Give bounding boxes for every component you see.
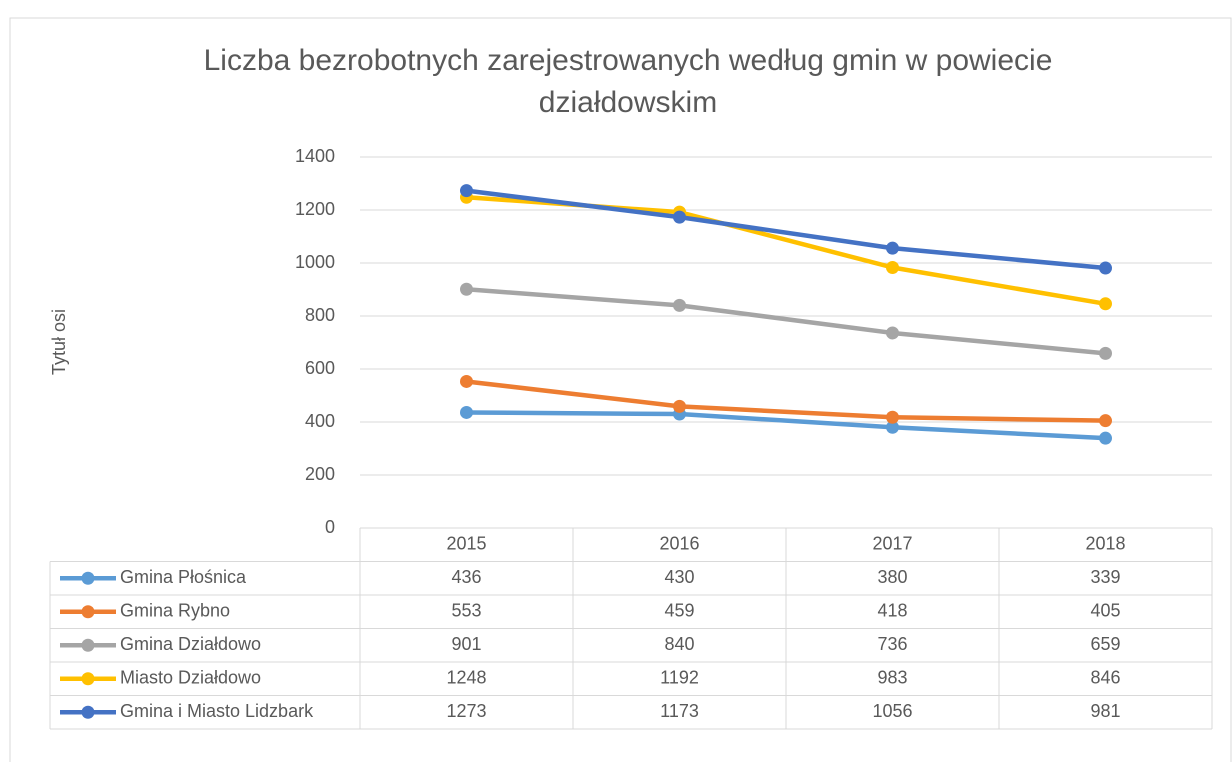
table-value: 1173	[660, 701, 699, 721]
point-marker	[1099, 297, 1112, 311]
y-tick-label: 0	[325, 517, 335, 537]
point-marker	[886, 326, 899, 340]
table-value: 1056	[872, 701, 912, 721]
x-tick-label: 2016	[659, 534, 699, 554]
x-tick-label: 2017	[872, 534, 912, 554]
point-marker	[460, 282, 473, 296]
point-marker	[886, 261, 899, 275]
table-value: 736	[877, 634, 907, 654]
legend-label: Gmina Rybno	[120, 601, 230, 621]
table-value: 1273	[446, 701, 486, 721]
chart-title: Liczba bezrobotnych zarejestrowanych wed…	[204, 44, 1053, 77]
point-marker	[886, 420, 899, 434]
legend-label: Miasto Działdowo	[120, 668, 261, 688]
table-value: 983	[877, 668, 907, 688]
y-tick-label: 1400	[295, 146, 335, 166]
table-value: 840	[664, 634, 694, 654]
y-tick-label: 200	[305, 464, 335, 484]
point-marker	[673, 210, 686, 224]
point-marker	[1099, 261, 1112, 275]
x-tick-label: 2018	[1085, 534, 1125, 554]
legend-marker	[81, 705, 95, 719]
legend-marker	[81, 672, 95, 686]
chart-frame	[9, 17, 1232, 762]
y-tick-label: 600	[305, 358, 335, 378]
table-value: 339	[1090, 567, 1120, 587]
y-tick-label: 800	[305, 305, 335, 325]
x-tick-label: 2015	[446, 534, 486, 554]
legend-marker	[81, 638, 95, 652]
series-line	[466, 410, 1106, 441]
point-marker	[1099, 346, 1112, 360]
table-value: 418	[877, 601, 907, 621]
table-value: 380	[877, 567, 907, 587]
table-value: 659	[1090, 634, 1120, 654]
table-value: 553	[451, 601, 481, 621]
table-value: 436	[451, 567, 481, 587]
point-marker	[673, 399, 686, 413]
point-marker	[460, 374, 473, 388]
table-value: 1248	[446, 668, 486, 688]
y-tick-label: 400	[305, 411, 335, 431]
series-line	[466, 188, 1106, 271]
point-marker	[460, 184, 473, 198]
y-tick-label: 1200	[295, 199, 335, 219]
table-value: 846	[1090, 668, 1120, 688]
table-value: 1192	[660, 668, 699, 688]
legend-marker	[81, 605, 95, 619]
point-marker	[1099, 414, 1112, 428]
legend-label: Gmina Działdowo	[120, 634, 261, 654]
point-marker	[460, 405, 473, 419]
series-line	[466, 286, 1106, 356]
point-marker	[673, 298, 686, 312]
series-line	[466, 379, 1106, 423]
y-tick-label: 1000	[295, 252, 335, 272]
point-marker	[1099, 431, 1112, 445]
y-axis-title: Tytuł osi	[49, 309, 69, 375]
point-marker	[886, 410, 899, 424]
table-value: 981	[1090, 701, 1120, 721]
legend-label: Gmina Płośnica	[120, 567, 247, 587]
table-value: 459	[664, 601, 694, 621]
table-value: 430	[664, 567, 694, 587]
table-value: 405	[1090, 601, 1120, 621]
point-marker	[886, 241, 899, 255]
chart-title: działdowskim	[539, 86, 717, 119]
legend-label: Gmina i Miasto Lidzbark	[120, 701, 314, 721]
legend-marker	[81, 571, 95, 585]
table-value: 901	[451, 634, 481, 654]
